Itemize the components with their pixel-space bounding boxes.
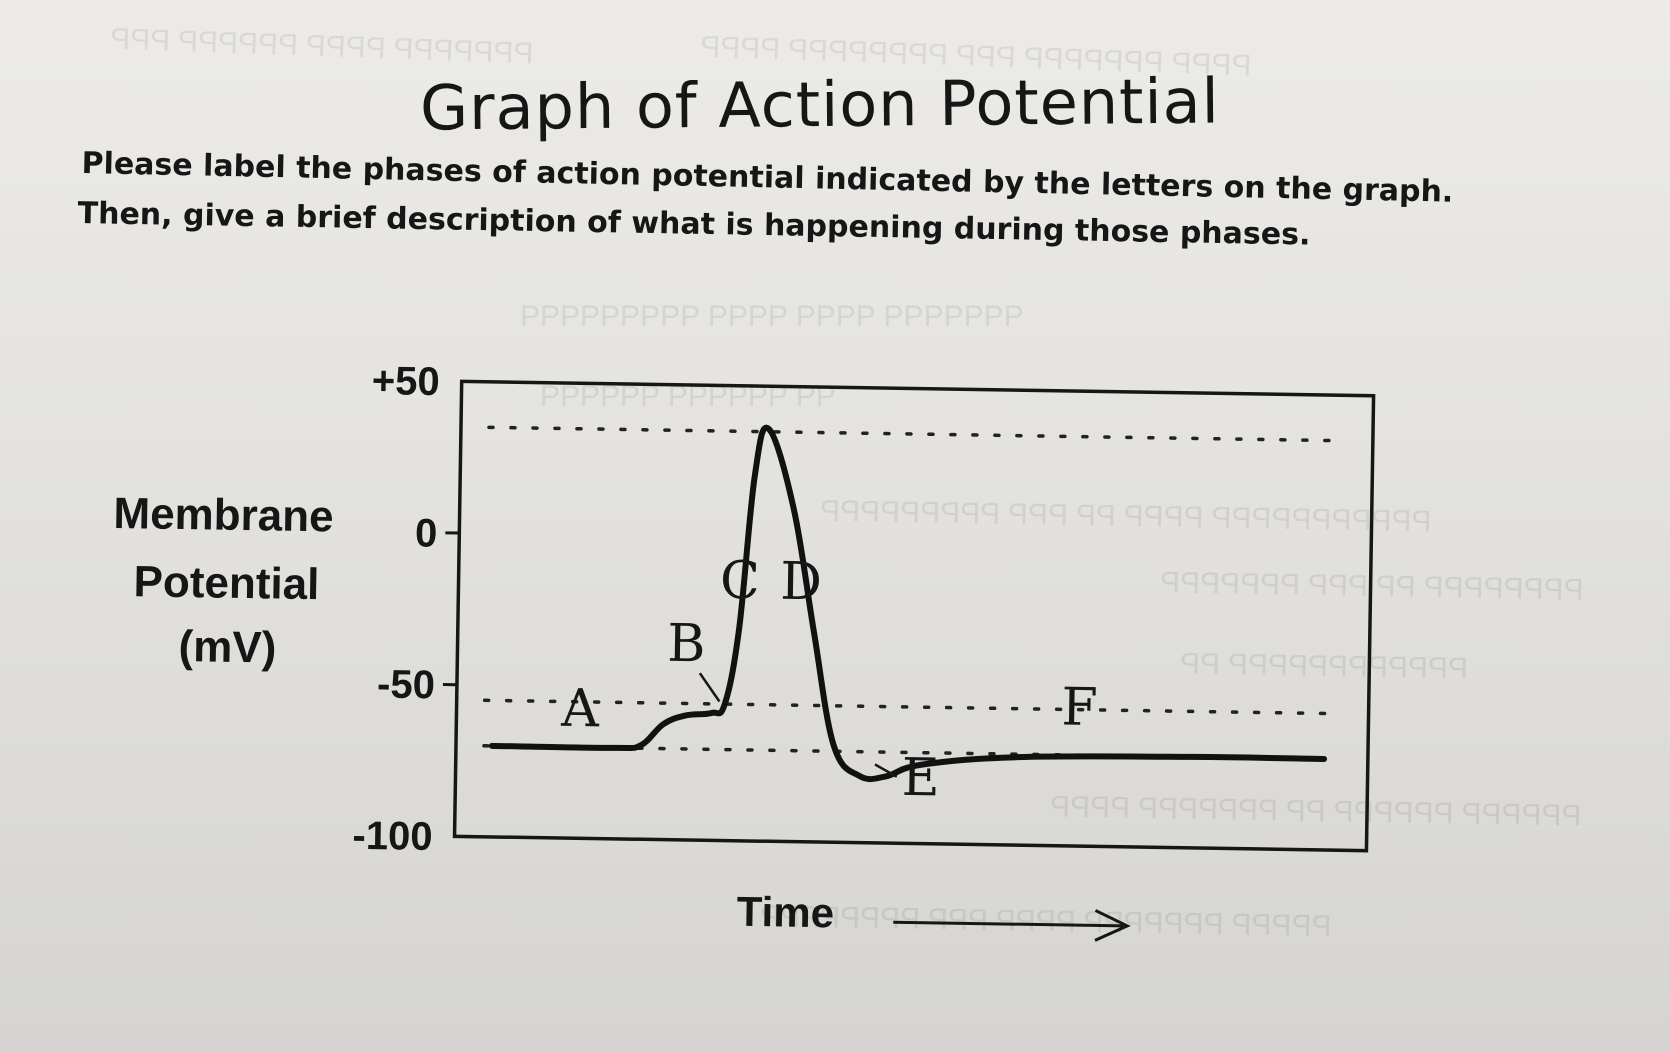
phase-label-e: E [901, 748, 940, 809]
y-axis-label-line: (mV) [178, 622, 277, 673]
plot-frame [452, 379, 1376, 853]
phase-label-a: A [560, 679, 601, 740]
y-axis-label-line: Potential [133, 557, 320, 609]
label-leader-lines [698, 672, 898, 778]
phase-label-c: C [720, 551, 761, 612]
time-arrow [893, 909, 1131, 942]
y-tick-label: 0 [415, 511, 438, 555]
y-tick-label: -50 [377, 662, 435, 707]
phase-label-b: B [667, 614, 706, 675]
y-axis-ticks: +50 0 -50 -100 [352, 359, 460, 859]
phase-labels: A BC D E F [560, 551, 1098, 809]
leader-line-b [698, 672, 721, 703]
y-axis-label: Membrane Potential (mV) [113, 489, 334, 673]
x-axis-label: Time [736, 888, 834, 937]
leader-line-e [874, 763, 898, 778]
reference-lines [482, 425, 1347, 761]
y-tick-label: -100 [352, 814, 433, 859]
bleed-through-text: PPPPPPPPP PPPP PPPP PPPPPPP [520, 300, 1024, 333]
y-tick-label: +50 [371, 359, 440, 404]
reference-line [482, 698, 1343, 716]
phase-label-d: D [780, 552, 823, 613]
phase-label-f: F [1061, 678, 1098, 739]
action-potential-trace [488, 424, 1328, 783]
y-axis-label-line: Membrane [113, 489, 334, 541]
reference-line [487, 425, 1347, 443]
